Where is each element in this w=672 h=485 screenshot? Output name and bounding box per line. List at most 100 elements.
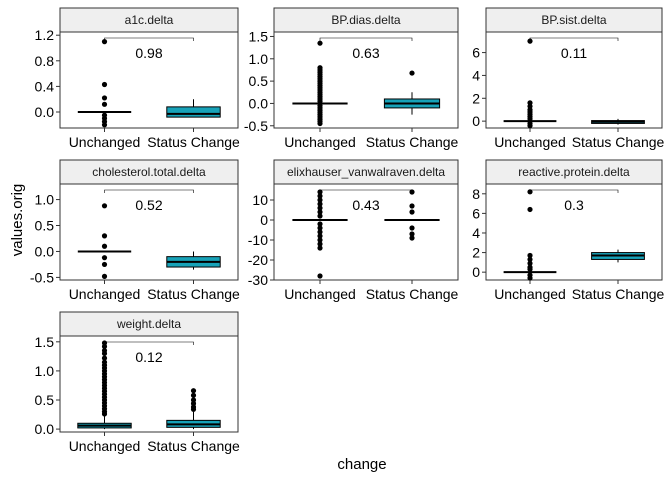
x-tick-label: Unchanged — [494, 134, 566, 150]
panel-1: BP.dias.delta -0.5 0.0 0.5 1.0 1.5 Unchanged St… — [244, 7, 459, 150]
outlier-point — [527, 275, 533, 281]
outlier-point — [317, 229, 323, 235]
y-tick-label: 0.4 — [35, 78, 55, 94]
outlier-point — [317, 241, 323, 247]
outlier-point — [527, 116, 533, 122]
y-tick-label: 10 — [252, 192, 268, 208]
outlier-point — [101, 233, 108, 239]
facet-strip — [273, 159, 459, 185]
outlier-point — [527, 260, 533, 266]
y-tick-label: 6 — [472, 205, 480, 221]
outlier-point — [409, 203, 415, 209]
p-value-label: 0.43 — [352, 197, 379, 213]
plot-frame — [485, 31, 663, 129]
outlier-point — [101, 273, 108, 279]
comparison-bracket — [104, 341, 194, 345]
outlier-point — [101, 81, 108, 88]
y-tick-label: 1.5 — [35, 334, 55, 350]
comparison-bracket — [104, 189, 194, 193]
x-tick-label: Status Change — [572, 286, 665, 302]
y-tick-label: 0.8 — [35, 53, 55, 69]
x-tick-label: Unchanged — [284, 134, 356, 150]
x-tick-label: Status Change — [572, 134, 665, 150]
y-tick-label: -0.5 — [30, 269, 54, 285]
outlier-point — [101, 243, 108, 249]
y-tick-label: 1.0 — [35, 192, 55, 208]
y-tick-label: 1.0 — [249, 51, 269, 67]
outlier-point — [101, 343, 108, 350]
facet-strip — [59, 159, 239, 185]
plot-frame — [273, 183, 459, 281]
y-tick-label: 0.0 — [249, 95, 269, 111]
y-tick-label: -0.5 — [244, 118, 268, 134]
comparison-bracket — [319, 189, 413, 193]
facet-title: cholesterol.total.delta — [92, 165, 206, 179]
outlier-point — [101, 350, 108, 357]
outlier-point — [317, 233, 323, 239]
outlier-point — [317, 197, 323, 203]
y-tick-label: 6 — [472, 45, 480, 61]
outlier-point — [317, 245, 323, 251]
facet-title: a1c.delta — [125, 13, 174, 27]
x-tick-label: Unchanged — [69, 134, 141, 150]
facet-strip — [485, 159, 663, 185]
y-tick-label: 4 — [472, 67, 480, 83]
outlier-point — [190, 392, 197, 398]
facet-strip — [485, 7, 663, 33]
y-tick-label: 0.5 — [35, 218, 55, 234]
outlier-point — [101, 95, 108, 101]
outlier-point — [409, 235, 415, 241]
outlier-point — [317, 98, 323, 104]
outlier-point — [101, 355, 108, 361]
p-value-label: 0.63 — [352, 45, 379, 61]
y-tick-label: 0.0 — [35, 421, 55, 437]
y-tick-label: 0.0 — [35, 243, 55, 259]
x-axis-title: change — [337, 456, 386, 473]
outlier-point — [317, 213, 323, 219]
outlier-point — [527, 206, 533, 213]
box — [166, 106, 221, 118]
outlier-point — [527, 123, 533, 129]
outlier-point — [101, 203, 108, 209]
facet-title: BP.sist.delta — [541, 13, 606, 27]
y-tick-label: 4 — [472, 225, 480, 241]
facet-strip — [59, 7, 239, 33]
outlier-point — [409, 225, 415, 231]
outlier-point — [317, 40, 323, 46]
x-tick-label: Unchanged — [69, 286, 141, 302]
y-tick-label: 0 — [472, 113, 480, 129]
plot-frame — [273, 31, 459, 129]
p-value-label: 0.52 — [135, 197, 162, 213]
outlier-point — [527, 266, 533, 272]
x-tick-label: Status Change — [147, 134, 240, 150]
outlier-point — [317, 120, 323, 127]
facet-strip — [59, 311, 239, 337]
comparison-bracket — [529, 189, 619, 193]
outlier-point — [317, 237, 323, 243]
facet-title: weight.delta — [116, 317, 181, 331]
outlier-point — [101, 122, 108, 128]
outlier-point — [101, 101, 108, 107]
comparison-bracket — [104, 37, 194, 41]
panel-5: reactive.protein.delta 0 2 4 6 8 Unchanged Stat… — [472, 159, 665, 302]
outlier-point — [317, 201, 323, 207]
y-tick-label: 2 — [472, 245, 480, 261]
p-value-label: 0.98 — [135, 45, 162, 61]
outlier-point — [317, 225, 323, 231]
facet-strip — [273, 7, 459, 33]
outlier-point — [101, 411, 108, 417]
outlier-point — [527, 256, 533, 263]
x-tick-label: Unchanged — [69, 438, 141, 454]
facet-title: elixhauser_vanwalraven.delta — [287, 165, 445, 179]
y-tick-label: 0 — [260, 212, 268, 228]
y-tick-label: 1.2 — [35, 27, 55, 43]
p-value-label: 0.12 — [135, 349, 162, 365]
panel-0: a1c.delta 0.0 0.4 0.8 1.2 Unchanged Status Cha… — [35, 7, 240, 150]
y-tick-label: -10 — [248, 232, 268, 248]
panel-2: BP.sist.delta 0 2 4 6 Unchanged Status Change 0… — [472, 7, 665, 150]
p-value-label: 0.11 — [561, 45, 587, 61]
outlier-point — [101, 39, 108, 45]
y-tick-label: -30 — [248, 272, 268, 288]
y-tick-label: 0.5 — [35, 392, 55, 408]
outlier-point — [317, 273, 323, 279]
